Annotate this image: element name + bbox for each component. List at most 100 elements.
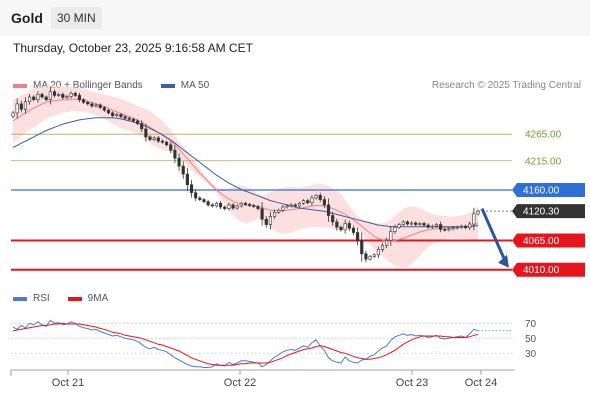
- candle-body-28: [127, 117, 131, 120]
- candle-body-63: [272, 212, 277, 217]
- candle-body-97: [414, 222, 418, 225]
- timeframe-badge[interactable]: 30 MIN: [51, 7, 102, 29]
- candle-body-50: [219, 202, 223, 208]
- candle-body-35: [156, 137, 160, 142]
- candle-body-34: [152, 137, 156, 140]
- candle-body-30: [135, 120, 140, 124]
- candle-body-75: [322, 199, 326, 206]
- candle-body-89: [380, 244, 385, 250]
- candle-body-24: [111, 112, 115, 116]
- candle-body-48: [210, 204, 214, 207]
- candle-body-68: [293, 204, 297, 207]
- candle-body-5: [32, 96, 36, 100]
- candle-body-92: [393, 226, 397, 232]
- candle-body-86: [368, 256, 372, 260]
- candle-body-109: [463, 225, 468, 229]
- candle-body-36: [160, 140, 165, 143]
- candle-body-55: [239, 202, 243, 207]
- candle-body-3: [23, 101, 28, 110]
- candle-body-20: [94, 104, 98, 107]
- candle-body-80: [343, 223, 347, 231]
- chart-header: Gold 30 MIN: [0, 0, 590, 36]
- candle-body-18: [86, 102, 90, 105]
- candle-body-110: [468, 223, 472, 229]
- rsi-swatch: [13, 296, 27, 301]
- candle-body-103: [439, 224, 443, 230]
- candle-body-83: [356, 232, 360, 241]
- candle-body-53: [231, 204, 235, 209]
- candle-body-4: [28, 96, 32, 103]
- candle-body-27: [123, 116, 127, 119]
- candle-body-10: [52, 91, 57, 96]
- rsi-legend: RSI 9MA: [13, 293, 108, 304]
- x-tick-label-2: Oct 23: [396, 377, 428, 389]
- candle-body-104: [443, 229, 447, 231]
- candle-body-99: [422, 223, 426, 226]
- candle-body-112: [476, 210, 480, 215]
- candle-body-64: [277, 209, 281, 213]
- rsi-tick-2: 30: [525, 349, 537, 360]
- candle-body-62: [268, 216, 272, 225]
- rsi-ma-line: [12, 322, 479, 366]
- candle-body-33: [148, 136, 152, 140]
- candle-body-108: [459, 225, 463, 228]
- candle-body-85: [364, 253, 368, 260]
- candle-body-9: [48, 91, 52, 100]
- candle-body-47: [206, 201, 210, 206]
- rsi-legend-label: RSI: [33, 293, 50, 304]
- rsi-ma-legend-label: 9MA: [87, 293, 109, 304]
- candle-body-7: [40, 94, 44, 98]
- candle-body-14: [69, 92, 73, 97]
- candle-body-54: [235, 205, 239, 209]
- candle-body-88: [376, 249, 380, 256]
- candle-body-74: [318, 195, 322, 200]
- candle-body-91: [389, 231, 393, 241]
- candle-body-6: [36, 94, 40, 100]
- candle-body-25: [115, 114, 119, 116]
- candle-body-90: [385, 240, 389, 246]
- candle-body-76: [326, 204, 331, 216]
- candle-body-46: [202, 199, 206, 202]
- level-tag-4: [512, 262, 585, 277]
- rsi-tick-1: 50: [525, 334, 537, 345]
- candle-body-67: [289, 204, 293, 207]
- candle-body-29: [131, 119, 135, 122]
- level-label-1: 4215.00: [525, 156, 562, 167]
- candle-body-79: [339, 226, 343, 231]
- candle-body-23: [106, 109, 111, 114]
- candle-body-16: [77, 95, 82, 100]
- level-label-0: 4265.00: [525, 130, 562, 141]
- instrument-title: Gold: [11, 10, 43, 26]
- copyright-note: Research © 2025 Trading Central: [431, 80, 581, 91]
- candle-body-58: [252, 205, 256, 207]
- candle-body-49: [214, 202, 219, 207]
- candle-body-39: [173, 149, 177, 159]
- candle-body-66: [285, 205, 289, 208]
- candle-body-31: [140, 123, 144, 130]
- ma50-swatch: [160, 83, 175, 88]
- forecast-arrow-head: [498, 254, 509, 268]
- candle-body-95: [405, 221, 409, 225]
- candle-body-111: [472, 213, 476, 225]
- candle-body-41: [181, 165, 185, 175]
- rsi-ma-swatch: [67, 296, 82, 301]
- candle-body-40: [177, 157, 181, 167]
- last-price-tag: [512, 204, 585, 219]
- candle-body-44: [194, 192, 198, 199]
- candle-body-94: [401, 221, 405, 225]
- candle-body-2: [19, 103, 23, 110]
- candle-body-105: [447, 228, 451, 231]
- candle-body-107: [455, 226, 459, 229]
- candle-body-38: [169, 144, 173, 151]
- candle-body-26: [119, 114, 123, 117]
- candle-body-77: [331, 215, 335, 223]
- candle-body-106: [451, 227, 455, 230]
- rsi-line: [12, 319, 479, 368]
- candle-body-101: [430, 225, 434, 228]
- candle-body-17: [82, 99, 86, 103]
- main-legend: MA 20 + Bollinger Bands MA 50: [13, 80, 209, 91]
- candle-body-96: [409, 222, 414, 225]
- candle-body-57: [248, 204, 252, 206]
- candle-body-98: [418, 223, 422, 225]
